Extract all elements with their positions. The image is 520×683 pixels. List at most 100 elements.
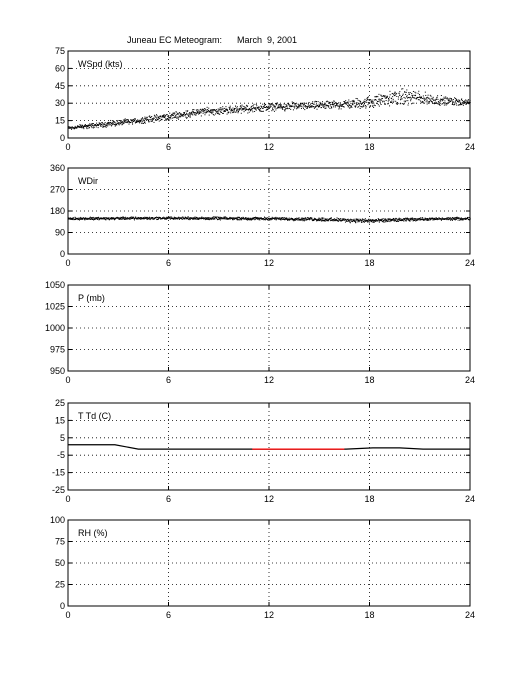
data-point — [123, 217, 125, 219]
data-point — [264, 217, 266, 219]
data-point — [438, 217, 440, 219]
data-point — [120, 121, 122, 123]
data-point — [385, 103, 387, 105]
data-point — [215, 113, 217, 115]
data-point — [240, 218, 242, 220]
data-point — [246, 109, 248, 111]
data-point — [297, 218, 299, 220]
data-point — [296, 217, 298, 219]
data-point — [280, 218, 282, 220]
data-point — [433, 103, 435, 105]
data-point — [222, 106, 224, 108]
data-point — [156, 219, 158, 221]
data-point — [460, 103, 462, 105]
data-point — [393, 219, 395, 221]
data-point — [342, 218, 344, 220]
data-point — [164, 218, 166, 220]
data-point — [162, 116, 164, 118]
data-point — [448, 217, 450, 219]
data-point — [189, 218, 191, 220]
data-point — [421, 100, 423, 102]
data-point — [286, 108, 288, 110]
data-point — [80, 218, 82, 220]
data-point — [165, 115, 167, 117]
data-point — [194, 218, 196, 220]
data-point — [412, 220, 414, 222]
data-point — [157, 118, 159, 120]
data-point — [366, 221, 368, 223]
data-point — [339, 105, 341, 107]
data-point — [158, 217, 160, 219]
data-point — [173, 112, 175, 114]
data-point — [93, 217, 95, 219]
data-point — [286, 105, 288, 107]
data-point — [97, 127, 99, 129]
x-tick-label: 0 — [65, 142, 70, 152]
y-tick-label: 0 — [60, 601, 65, 611]
data-point — [92, 218, 94, 220]
data-point — [310, 102, 312, 104]
data-point — [147, 218, 149, 220]
data-point — [87, 124, 89, 126]
data-point — [319, 104, 321, 106]
data-point — [458, 100, 460, 102]
data-point — [112, 121, 114, 123]
data-point — [348, 219, 350, 221]
data-point — [264, 105, 266, 107]
data-point — [113, 123, 115, 125]
data-point — [418, 93, 420, 95]
data-point — [274, 218, 276, 220]
data-point — [378, 218, 380, 220]
data-point — [102, 123, 104, 125]
data-point — [294, 107, 296, 109]
data-point — [239, 219, 241, 221]
data-point — [302, 103, 304, 105]
data-point — [93, 127, 95, 129]
data-point — [316, 219, 318, 221]
data-point — [391, 220, 393, 222]
data-point — [462, 218, 464, 220]
data-point — [166, 218, 168, 220]
data-point — [386, 96, 388, 98]
data-point — [381, 95, 383, 97]
data-point — [337, 103, 339, 105]
data-point — [148, 115, 150, 117]
data-point — [218, 109, 220, 111]
data-point — [246, 218, 248, 220]
data-point — [285, 105, 287, 107]
data-point — [152, 119, 154, 121]
data-point — [97, 217, 99, 219]
data-point — [236, 109, 238, 111]
data-point — [92, 123, 94, 125]
data-point — [379, 98, 381, 100]
data-point — [202, 108, 204, 110]
data-point — [74, 128, 76, 130]
data-point — [335, 105, 337, 107]
data-point — [138, 121, 140, 123]
data-point — [364, 221, 366, 223]
data-point — [399, 91, 401, 93]
data-point — [403, 96, 405, 98]
data-point — [350, 105, 352, 107]
data-point — [382, 100, 384, 102]
x-tick-label: 18 — [364, 142, 374, 152]
data-point — [406, 217, 408, 219]
data-point — [177, 113, 179, 115]
data-point — [267, 108, 269, 110]
data-point — [83, 128, 85, 130]
data-point — [146, 216, 148, 218]
data-point — [160, 217, 162, 219]
data-point — [221, 217, 223, 219]
data-point — [368, 99, 370, 101]
data-point — [308, 105, 310, 107]
data-point — [150, 120, 152, 122]
data-point — [454, 219, 456, 221]
data-point — [227, 112, 229, 114]
data-point — [387, 218, 389, 220]
data-point — [412, 90, 414, 92]
data-point — [89, 216, 91, 218]
data-point — [363, 221, 365, 223]
data-point — [447, 102, 449, 104]
data-point — [448, 218, 450, 220]
